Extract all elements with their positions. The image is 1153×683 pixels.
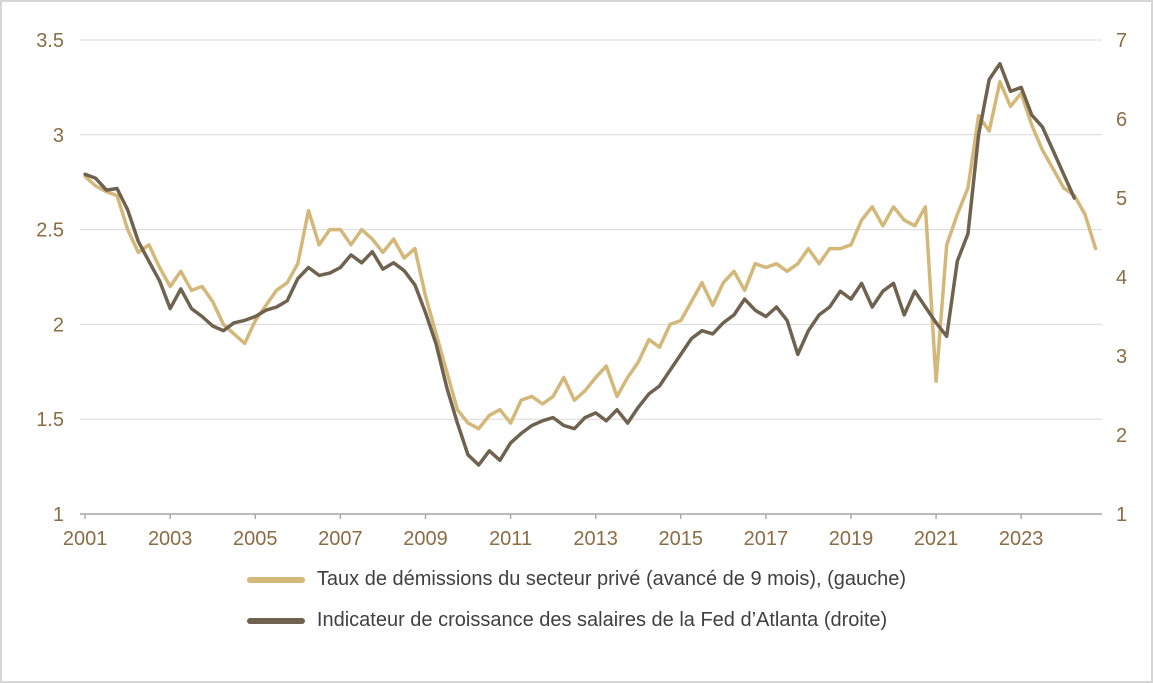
- right-axis-tick-label: 4: [1116, 267, 1127, 289]
- legend-items: Taux de démissions du secteur privé (ava…: [246, 568, 907, 632]
- x-axis-tick-label: 2001: [63, 528, 108, 550]
- series-line-quits: [83, 79, 1098, 431]
- x-axis-tick-label: 2011: [489, 528, 532, 550]
- x-axis-tick-label: 2021: [914, 528, 959, 550]
- x-axis-tick-label: 2019: [829, 528, 874, 550]
- line-chart: 1 1.5 2 2.5 3 3.5 1 2 3 4 5 6 7 2001 2003 2005 2007 2009 2…: [36, 30, 1127, 550]
- series-line-wage: [83, 61, 1077, 467]
- wage-series-swatch: [246, 617, 305, 624]
- legend-label-wage-growth: Indicateur de croissance des salaires de…: [316, 609, 888, 631]
- right-axis-tick-label: 5: [1116, 188, 1127, 210]
- right-axis-tick-label: 1: [1116, 504, 1127, 526]
- x-axis-tick-label: 2005: [233, 528, 278, 550]
- chart-legend: Taux de démissions du secteur privé (ava…: [2, 568, 1151, 632]
- left-axis-tick-label: 3: [53, 125, 64, 147]
- right-axis-tick-label: 2: [1116, 425, 1127, 447]
- quits-series-swatch: [246, 576, 305, 583]
- legend-label-quits: Taux de démissions du secteur privé (ava…: [316, 568, 907, 590]
- x-axis-tick-label: 2013: [573, 528, 618, 550]
- legend-item-quits: Taux de démissions du secteur privé (ava…: [246, 568, 907, 591]
- legend-item-wage-growth: Indicateur de croissance des salaires de…: [246, 609, 888, 632]
- left-axis-tick-label: 1.5: [36, 409, 64, 431]
- x-axis-tick-label: 2003: [148, 528, 193, 550]
- left-axis-tick-label: 2: [53, 314, 64, 336]
- x-axis-tick-label: 2007: [318, 528, 363, 550]
- x-axis-tick-label: 2009: [403, 528, 448, 550]
- right-axis-tick-label: 7: [1116, 30, 1127, 52]
- left-axis-tick-label: 1: [53, 504, 64, 526]
- right-axis-tick-label: 3: [1116, 346, 1127, 368]
- x-axis-tick-label: 2015: [659, 528, 704, 550]
- left-axis-tick-label: 2.5: [36, 220, 64, 242]
- left-axis-tick-label: 3.5: [36, 30, 64, 52]
- right-axis-tick-label: 6: [1116, 109, 1127, 131]
- x-axis-tick-label: 2017: [744, 528, 789, 550]
- x-axis-tick-label: 2023: [999, 528, 1044, 550]
